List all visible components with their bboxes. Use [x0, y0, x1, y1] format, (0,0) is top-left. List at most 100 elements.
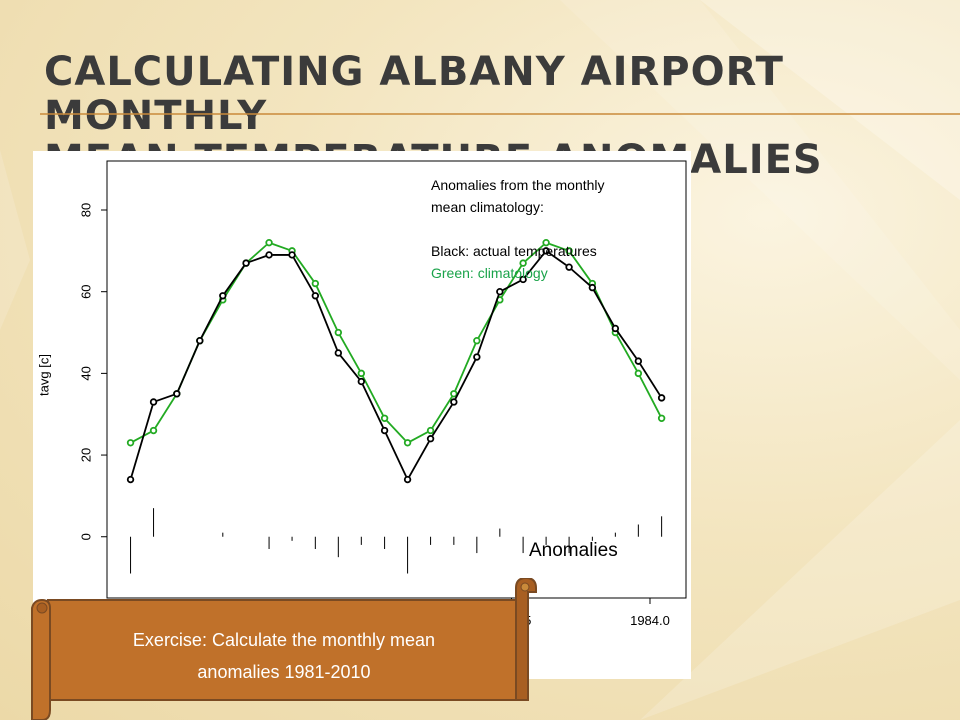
climatology-segment — [616, 335, 638, 371]
actual-point — [265, 251, 273, 259]
actual-segment — [431, 404, 453, 437]
actual-series — [126, 247, 666, 484]
actual-segment — [156, 394, 174, 402]
actual-segment — [524, 253, 545, 278]
y-axis: 0 20 40 60 80 — [78, 203, 108, 540]
actual-segment — [616, 330, 638, 359]
climatology-segment — [410, 431, 428, 442]
actual-segment — [249, 255, 267, 263]
climatology-segment — [500, 265, 522, 298]
legend-climatology: Green: climatology — [431, 265, 548, 281]
climatology-point — [657, 414, 666, 422]
actual-point — [173, 390, 181, 398]
climatology-segment — [549, 243, 567, 251]
climatology-point — [334, 328, 343, 337]
actual-point — [496, 287, 504, 296]
chart-legend: Anomalies from the monthly mean climatol… — [431, 177, 605, 281]
title-underline — [40, 113, 960, 115]
climatology-segment — [525, 244, 545, 262]
climatology-point — [450, 390, 458, 398]
exercise-scroll — [31, 578, 537, 720]
actual-point — [473, 353, 481, 361]
actual-point — [288, 251, 296, 259]
climatology-segment — [570, 253, 592, 282]
climatology-point — [265, 238, 273, 247]
actual-point — [380, 426, 389, 435]
climatology-segment — [431, 396, 453, 429]
actual-point — [149, 398, 158, 406]
y-tick-label: 20 — [78, 448, 93, 462]
climatology-point — [311, 279, 320, 288]
actual-point — [219, 292, 227, 300]
y-tick-label: 60 — [78, 284, 93, 298]
climatology-segment — [362, 376, 384, 416]
plot-frame — [106, 160, 687, 599]
climatology-segment — [454, 343, 477, 391]
climatology-point — [634, 369, 643, 378]
climatology-point — [473, 337, 481, 345]
actual-point — [196, 337, 204, 345]
slide-title-line-1: Calculating Albany Airport Monthly — [44, 49, 784, 139]
anomaly-bars — [130, 508, 663, 574]
climatology-segment — [477, 302, 499, 339]
actual-point — [334, 349, 343, 357]
exercise-line-1: Exercise: Calculate the monthly mean — [132, 630, 436, 650]
actual-segment — [315, 298, 338, 351]
actual-point — [426, 435, 435, 443]
exercise-line-2: anomalies 1981-2010 — [197, 662, 371, 682]
climatology-segment — [316, 286, 338, 330]
actual-segment — [130, 405, 154, 477]
actual-point — [542, 247, 550, 255]
climatology-segment — [386, 420, 406, 441]
actual-segment — [477, 294, 500, 355]
climatology-segment — [293, 253, 315, 282]
climatology-segment — [272, 243, 290, 251]
y-tick-label: 40 — [78, 366, 93, 380]
climatology-segment — [639, 376, 661, 416]
climatology-point — [403, 439, 412, 447]
actual-point — [657, 394, 666, 402]
climatology-segment — [248, 244, 268, 262]
actual-segment — [571, 268, 591, 286]
actual-segment — [593, 290, 615, 326]
actual-point — [634, 357, 643, 365]
actual-point — [403, 475, 412, 484]
y-tick-label: 80 — [78, 203, 93, 217]
climatology-point — [565, 247, 573, 255]
actual-point — [611, 324, 620, 333]
actual-segment — [177, 343, 200, 391]
actual-point — [311, 292, 320, 300]
actual-segment — [408, 441, 430, 477]
actual-segment — [293, 257, 315, 294]
actual-segment — [339, 355, 360, 380]
y-tick-label: 0 — [78, 533, 93, 540]
actual-segment — [454, 359, 477, 400]
climatology-point — [357, 369, 366, 378]
climatology-point — [380, 414, 389, 422]
legend-line-2: mean climatology: — [431, 199, 544, 215]
actual-point — [588, 283, 597, 292]
anomalies-label: Anomalies — [529, 540, 618, 561]
legend-line-1: Anomalies from the monthly — [431, 177, 605, 193]
climatology-segment — [133, 431, 151, 442]
actual-segment — [639, 363, 661, 396]
climatology-point — [519, 259, 527, 267]
actual-point — [565, 263, 573, 271]
climatology-point — [149, 426, 158, 435]
climatology-point — [542, 238, 550, 247]
actual-segment — [502, 280, 521, 291]
climatology-point — [426, 426, 435, 435]
climatology-segment — [339, 335, 361, 371]
actual-segment — [224, 265, 245, 294]
actual-segment — [200, 298, 223, 338]
climatology-segment — [154, 396, 176, 429]
actual-point — [519, 275, 527, 284]
actual-segment — [385, 433, 407, 477]
actual-point — [126, 475, 135, 484]
actual-point — [450, 398, 458, 406]
y-axis-label: tavg [c] — [36, 354, 51, 396]
actual-point — [242, 259, 250, 267]
legend-actual: Black: actual temperatures — [431, 243, 597, 259]
